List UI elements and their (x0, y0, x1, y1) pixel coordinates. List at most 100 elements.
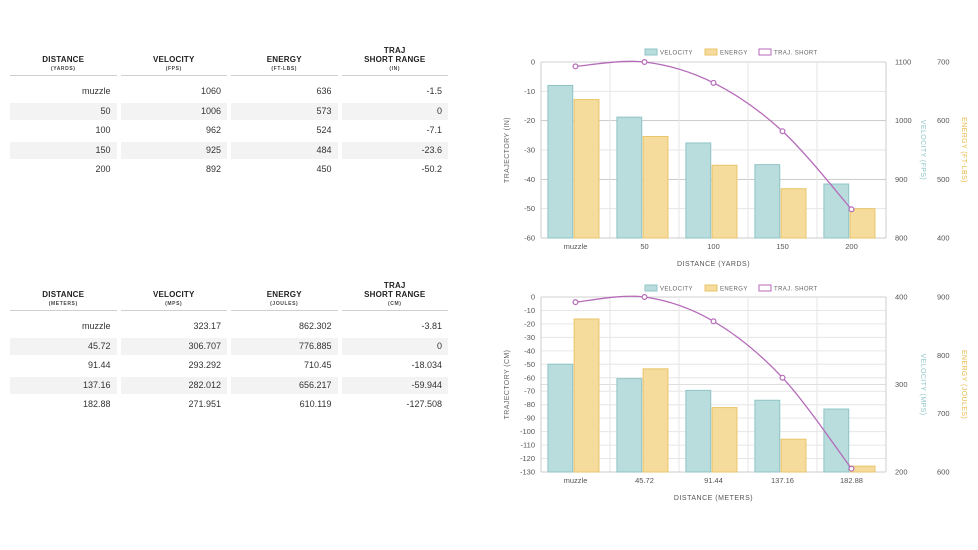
table-cell: 573 (231, 102, 338, 120)
table-cell: 45.72 (10, 337, 117, 355)
velocity-bar (616, 116, 643, 239)
table-cell: 282.012 (120, 376, 227, 394)
column-header: VELOCITY (MPS) (120, 290, 227, 311)
legend-swatch-energy (704, 284, 718, 292)
y-tick-label-velocity: 800 (895, 234, 908, 243)
legend-label-energy: ENERGY (720, 51, 748, 57)
energy-bar (642, 368, 669, 473)
table-header: DISTANCE (METERS) VELOCITY (MPS) ENERGY (JOUL… (8, 281, 450, 311)
table-row: 100 962 524 -7.1 (8, 121, 450, 141)
legend-label-trajectory: TRAJ. SHORT (774, 287, 818, 293)
y-tick-label-left: -10 (524, 306, 535, 315)
trajectory-point (848, 465, 855, 472)
column-header-title: DISTANCE (42, 290, 85, 299)
table-cell: 1006 (120, 102, 227, 120)
legend-swatch-velocity (644, 284, 658, 292)
x-axis-label: DISTANCE (YARDS) (677, 261, 750, 268)
energy-bar (711, 164, 738, 239)
energy-bar (780, 438, 807, 473)
legend-swatch-velocity (644, 48, 658, 56)
column-header-unit: (YARDS) (50, 66, 76, 72)
table-cell: 323.17 (193, 321, 221, 332)
trajectory-point (779, 128, 786, 135)
table-row: 200 892 450 -50.2 (8, 160, 450, 180)
x-tick-label: 182.88 (840, 476, 863, 485)
trajectory-point (779, 374, 786, 381)
table-cell: 1060 (200, 86, 221, 97)
y-tick-label-velocity: 300 (895, 380, 908, 389)
legend-label-trajectory: TRAJ. SHORT (774, 51, 818, 57)
energy-bar (573, 99, 600, 239)
velocity-bar (754, 164, 781, 239)
legend-swatch-trajectory (758, 284, 772, 292)
column-header-unit: (FT-LBS) (271, 66, 298, 72)
y-axis-label-velocity: VELOCITY (MPS) (919, 354, 926, 416)
y-tick-label-left: -60 (524, 373, 535, 382)
energy-bar (711, 407, 738, 473)
column-header-unit: (IN) (389, 66, 401, 72)
y-tick-label-energy: 900 (937, 293, 950, 302)
velocity-bar (823, 408, 850, 473)
velocity-bar (547, 84, 574, 239)
column-header: ENERGY (FT-LBS) (231, 55, 338, 76)
y-tick-label-energy: 400 (937, 234, 950, 243)
x-tick-label: 137.16 (771, 476, 794, 485)
table-cell: 150 (10, 141, 117, 159)
table-row: muzzle 323.17 862.302 -3.81 (8, 317, 450, 337)
table-cell: muzzle (81, 321, 111, 332)
y-tick-label-left: -70 (524, 387, 535, 396)
column-header-unit: (METERS) (48, 301, 78, 307)
table-cell: 271.951 (188, 399, 221, 410)
legend-label-energy: ENERGY (720, 287, 748, 293)
table-cell: -1.5 (426, 86, 442, 97)
table-cell: 200 (95, 164, 111, 175)
velocity-bar (685, 389, 712, 473)
energy-bar (642, 136, 669, 239)
trajectory-point (641, 58, 648, 65)
column-header: DISTANCE (YARDS) (10, 55, 117, 76)
ballistics-table-imperial: DISTANCE (YARDS) VELOCITY (FPS) ENERGY (FT-LB… (8, 46, 450, 180)
table-cell: 710.45 (303, 360, 332, 371)
column-header-title: VELOCITY (152, 290, 195, 299)
y-tick-label-velocity: 900 (895, 175, 908, 184)
y-tick-label-left: -40 (524, 346, 535, 355)
column-header-title: VELOCITY (152, 55, 195, 64)
y-tick-label-left: -130 (520, 468, 535, 477)
column-header: TRAJ SHORT RANGE (CM) (341, 281, 448, 311)
y-tick-label-left: -60 (524, 234, 535, 243)
y-tick-label-velocity: 1000 (895, 116, 912, 125)
column-header-title: ENERGY (266, 55, 302, 64)
y-tick-label-energy: 700 (937, 409, 950, 418)
y-tick-label-left: -120 (520, 454, 535, 463)
x-tick-label: 100 (707, 242, 720, 251)
energy-bar (573, 318, 600, 473)
trajectory-line (575, 295, 853, 470)
table-cell: 0 (341, 102, 448, 120)
y-tick-label-left: -90 (524, 414, 535, 423)
table-cell: 450 (316, 164, 332, 175)
column-header: TRAJ SHORT RANGE (IN) (341, 46, 448, 76)
table-cell: 137.16 (10, 376, 117, 394)
trajectory-point (572, 63, 579, 70)
y-axis-label-energy: ENERGY (FT-LBS) (960, 117, 967, 183)
y-tick-label-left: -50 (524, 204, 535, 213)
y-tick-label-left: 0 (531, 58, 535, 67)
y-tick-label-energy: 600 (937, 116, 950, 125)
y-tick-label-left: -20 (524, 319, 535, 328)
table-cell: -7.1 (426, 125, 442, 136)
table-cell: 610.119 (299, 399, 332, 410)
column-header-unit: (FPS) (165, 66, 182, 72)
y-tick-label-left: -20 (524, 116, 535, 125)
x-tick-label: 50 (640, 242, 648, 251)
table-row: muzzle 1060 636 -1.5 (8, 82, 450, 102)
y-tick-label-velocity: 1100 (895, 58, 911, 67)
y-tick-label-energy: 600 (937, 468, 950, 477)
table-cell: -59.944 (341, 376, 448, 394)
table-header: DISTANCE (YARDS) VELOCITY (FPS) ENERGY (FT-LB… (8, 46, 450, 76)
y-tick-label-energy: 500 (937, 175, 950, 184)
table-cell: 484 (231, 141, 338, 159)
velocity-bar (616, 378, 643, 473)
column-header-unit: (JOULES) (270, 301, 299, 307)
y-tick-label-left: 0 (531, 293, 535, 302)
